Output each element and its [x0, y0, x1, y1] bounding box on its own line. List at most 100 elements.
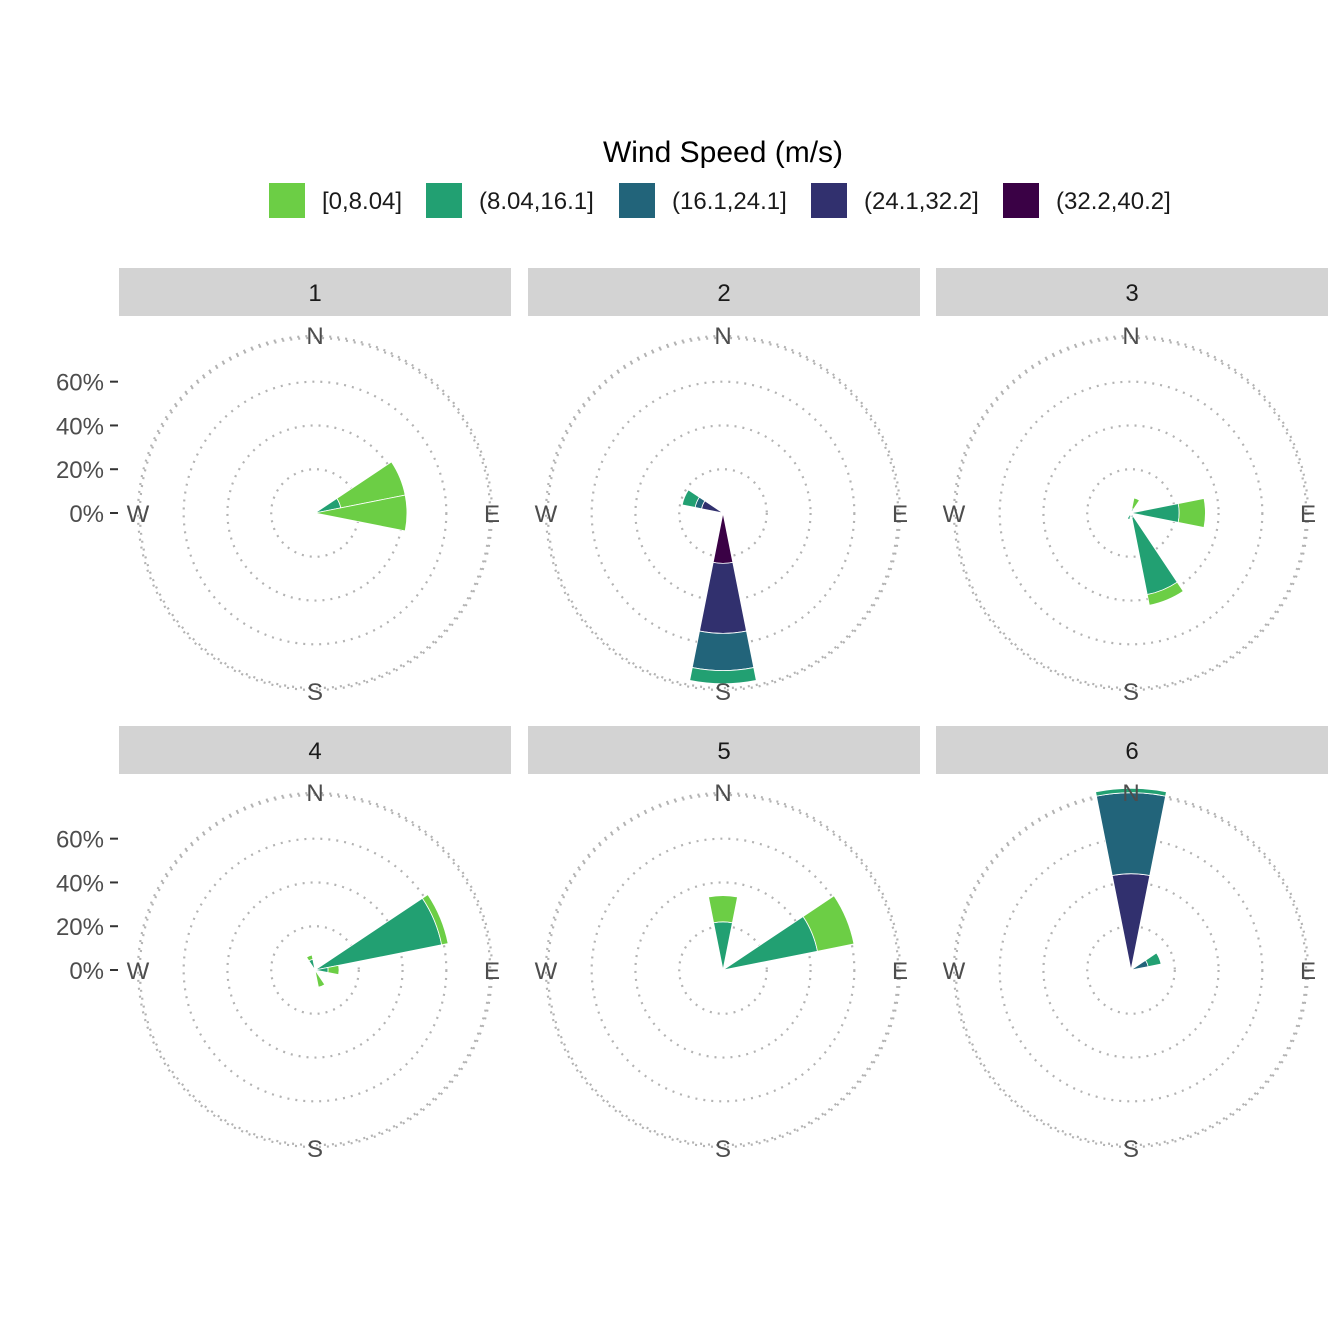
direction-label: W	[535, 501, 558, 528]
facet-panel: 3 N E S W	[936, 268, 1328, 706]
grid-ring	[590, 380, 856, 646]
legend-title: Wind Speed (m/s)	[603, 136, 843, 169]
direction-label: N	[1122, 780, 1139, 807]
grid-ring	[998, 837, 1264, 1103]
wind-sector	[314, 969, 326, 988]
legend-label: (8.04,16.1]	[479, 188, 594, 215]
facet-strip-label: 4	[308, 738, 321, 765]
legend-swatch	[619, 183, 655, 218]
wind-sector	[1131, 516, 1178, 596]
facet-strip	[528, 726, 920, 774]
grid-ring	[138, 793, 492, 1147]
legend-label: (24.1,32.2]	[864, 188, 979, 215]
wind-sector	[689, 667, 757, 685]
direction-label: E	[1300, 501, 1316, 528]
grid-ring	[138, 336, 492, 690]
direction-label: W	[535, 958, 558, 985]
grid-ring	[1042, 424, 1220, 602]
direction-label: W	[943, 958, 966, 985]
radial-tick-label: 60%	[56, 370, 104, 397]
wind-sector	[802, 895, 855, 952]
legend-label: (16.1,24.1]	[672, 188, 787, 215]
facet-strip	[936, 268, 1328, 316]
facet-panel: 4 N E S W 0% 20% 40% 60%	[56, 726, 511, 1163]
radial-tick-label: 0%	[69, 958, 104, 985]
legend-swatch	[1003, 183, 1039, 218]
facet-strip	[936, 726, 1328, 774]
legend-swatch	[426, 183, 462, 218]
wind-sector	[1131, 497, 1141, 510]
wind-sector	[1095, 787, 1167, 797]
wind-sector	[421, 894, 449, 946]
wind-sector	[1126, 512, 1132, 520]
direction-label: E	[1300, 958, 1316, 985]
facet-strip	[528, 268, 920, 316]
grid-ring	[678, 925, 768, 1015]
facet-strip-label: 1	[308, 280, 321, 307]
direction-label: E	[484, 501, 500, 528]
grid-ring-outer	[952, 334, 1310, 692]
wind-sector	[308, 958, 316, 971]
direction-label: S	[1123, 679, 1139, 706]
facet-panel: 6 N E S W	[936, 726, 1328, 1163]
direction-label: W	[127, 958, 150, 985]
grid-ring	[182, 837, 448, 1103]
direction-label: N	[1122, 323, 1139, 350]
wind-sector	[314, 897, 443, 971]
wind-sector	[1146, 581, 1184, 606]
legend-swatch	[269, 183, 305, 218]
wind-sector	[713, 921, 733, 971]
wind-sector	[722, 915, 818, 971]
direction-label: E	[892, 958, 908, 985]
legend-label: [0,8.04]	[322, 188, 402, 215]
radial-tick-label: 40%	[56, 413, 104, 440]
legend-label: (32.2,40.2]	[1056, 188, 1171, 215]
legend: [0,8.04] (8.04,16.1] (16.1,24.1] (24.1,32.2…	[269, 183, 1171, 218]
direction-label: S	[307, 679, 323, 706]
grid-ring	[678, 468, 768, 558]
facet-strip-label: 5	[717, 738, 730, 765]
grid-ring-outer	[544, 334, 902, 692]
wind-sector	[314, 494, 408, 532]
facet-panels: 1 N E S W 0% 20% 40% 60% 2 N E S W 3 N E S W 4 N E S W 0% 20% 40% 6…	[56, 268, 1328, 1163]
grid-ring-outer	[136, 791, 494, 1149]
grid-ring	[590, 837, 856, 1103]
facet-panel: 5 N E S W	[528, 726, 920, 1163]
grid-ring	[270, 925, 360, 1015]
wind-sector	[681, 489, 700, 508]
grid-ring	[546, 793, 900, 1147]
direction-label: W	[127, 501, 150, 528]
facet-panel: 1 N E S W 0% 20% 40% 60%	[56, 268, 511, 706]
grid-ring	[954, 336, 1308, 690]
facet-strip-label: 2	[717, 280, 730, 307]
wind-sector	[1130, 503, 1180, 523]
legend-swatch	[811, 183, 847, 218]
direction-label: W	[943, 501, 966, 528]
grid-ring	[226, 881, 404, 1059]
wind-sector	[699, 561, 747, 634]
facet-strip	[119, 268, 511, 316]
radial-tick-label: 20%	[56, 457, 104, 484]
wind-sector	[327, 964, 340, 976]
wind-sector	[1130, 959, 1149, 971]
direction-label: S	[715, 679, 731, 706]
grid-ring	[998, 380, 1264, 646]
facet-panel: 2 N E S W	[528, 268, 920, 706]
direction-label: N	[306, 780, 323, 807]
direction-label: N	[714, 780, 731, 807]
direction-label: N	[714, 323, 731, 350]
grid-ring	[182, 380, 448, 646]
direction-label: E	[892, 501, 908, 528]
direction-label: E	[484, 958, 500, 985]
wind-sector	[701, 500, 724, 514]
grid-ring-outer	[544, 791, 902, 1149]
radial-tick-label: 40%	[56, 870, 104, 897]
wind-sector	[708, 895, 738, 924]
facet-strip-label: 6	[1125, 738, 1138, 765]
wind-sector	[691, 630, 755, 671]
grid-ring	[634, 881, 812, 1059]
direction-label: S	[307, 1136, 323, 1163]
radial-tick-label: 0%	[69, 501, 104, 528]
wind-sector	[1177, 498, 1206, 528]
